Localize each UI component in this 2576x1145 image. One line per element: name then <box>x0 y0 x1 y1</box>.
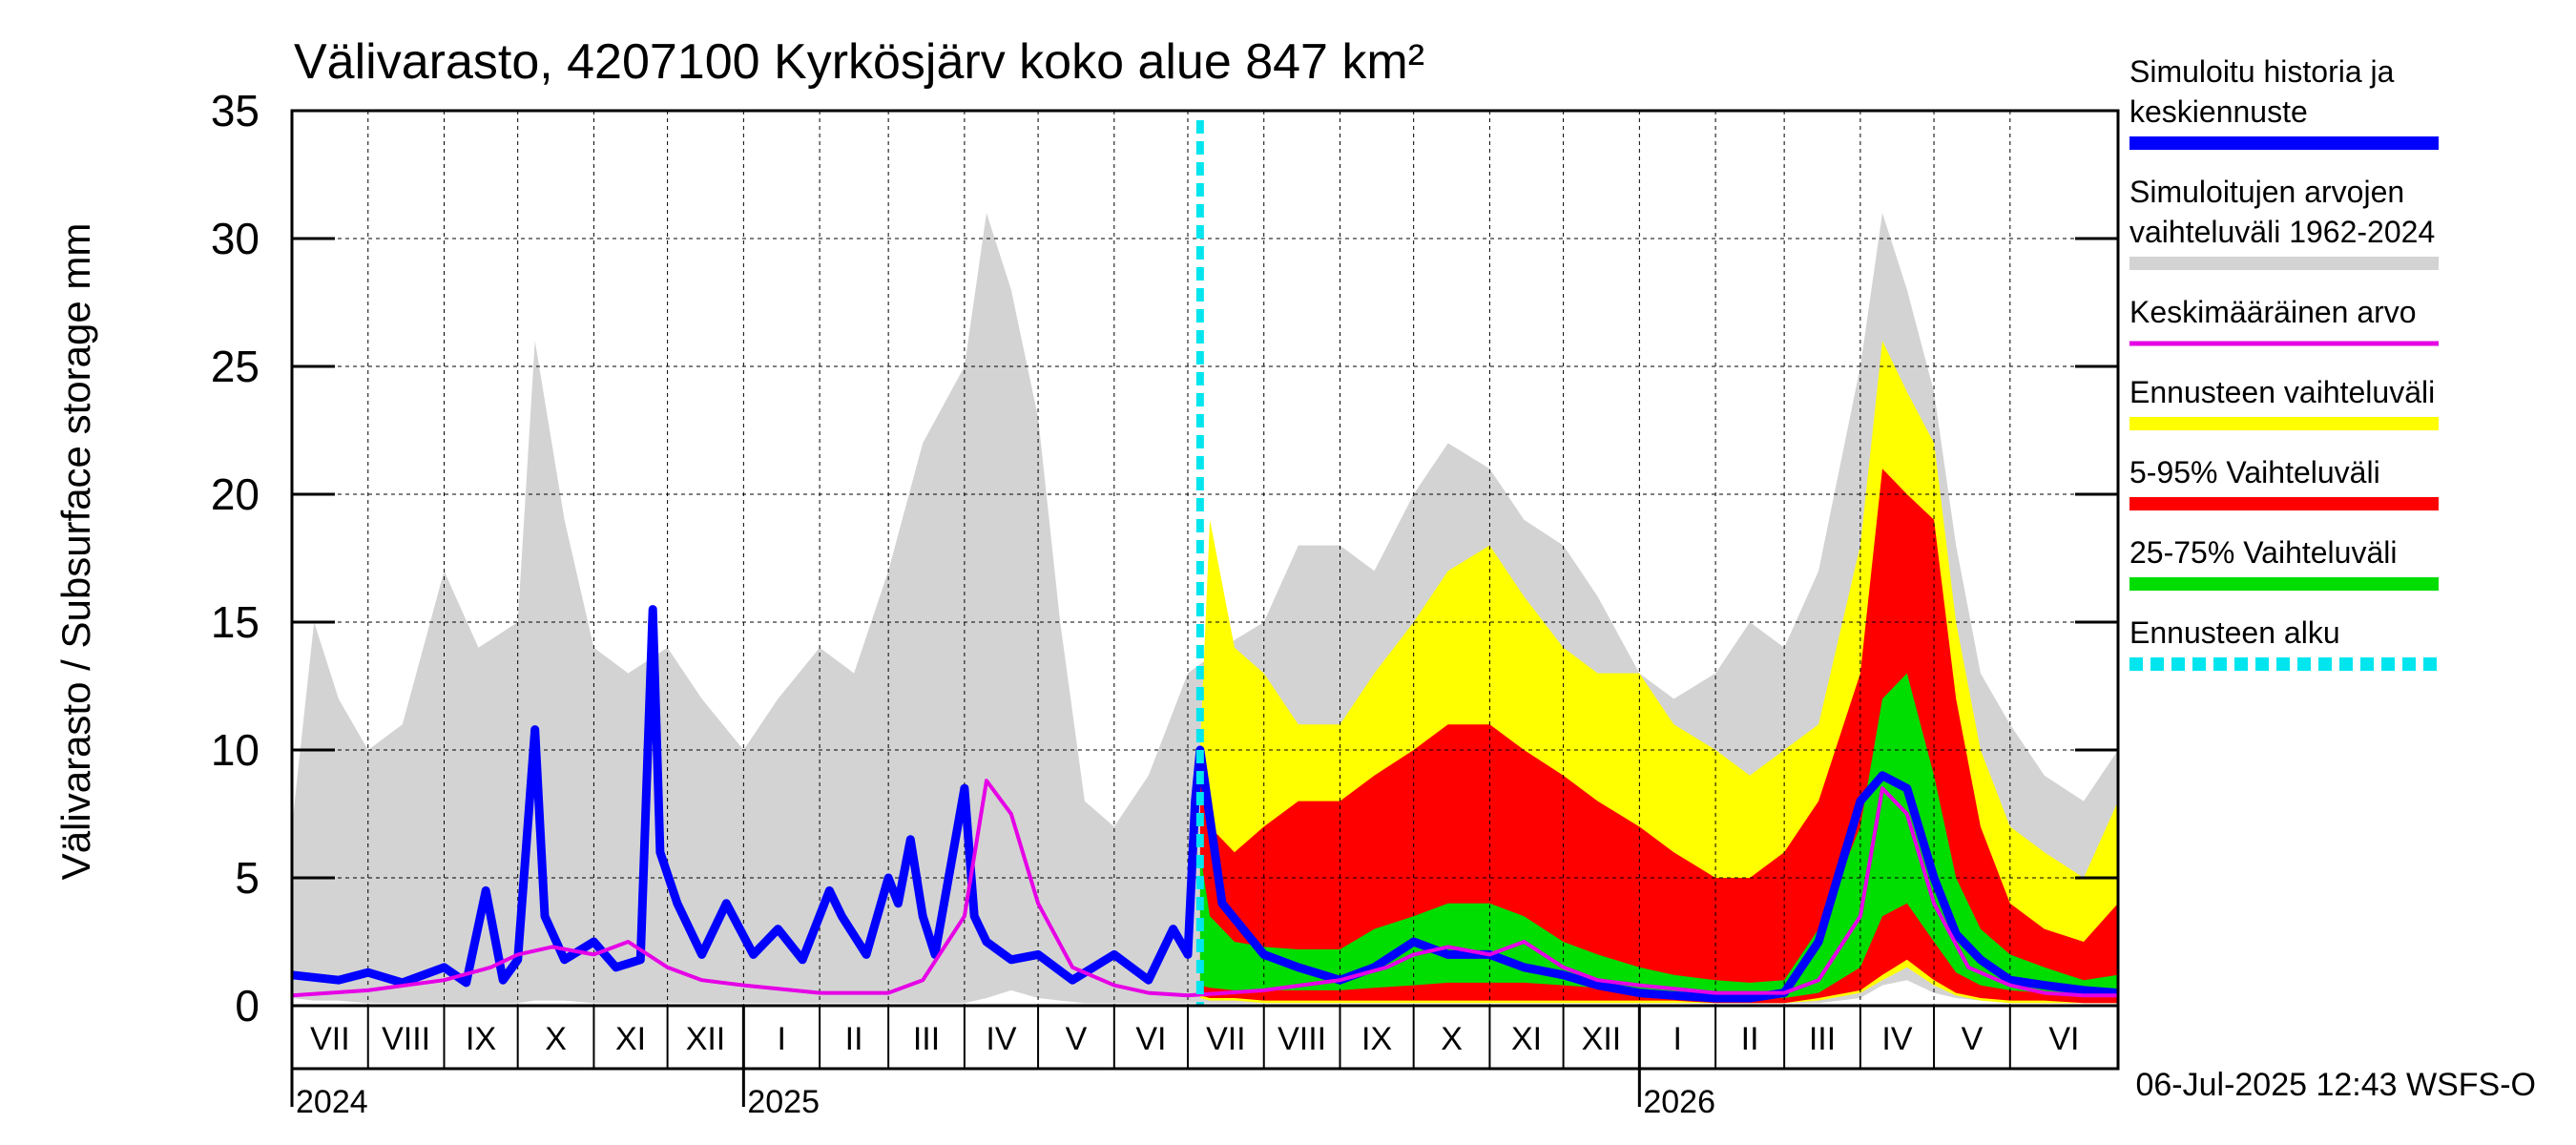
month-label: I <box>778 1021 786 1057</box>
legend-item-simuloitujen-arvojen-vaihteluv-li-1962-2024: Simuloitujen arvojen vaihteluväli 1962-20… <box>2129 175 2439 270</box>
month-label: IX <box>1361 1021 1392 1057</box>
month-label: III <box>913 1021 940 1057</box>
plot-frame <box>290 109 2120 1071</box>
month-label: X <box>1441 1021 1463 1057</box>
y-tick-label: 20 <box>211 469 260 519</box>
legend-label: Ennusteen alku <box>2129 615 2340 650</box>
legend-item-simuloitu-historia-ja-keskiennuste: Simuloitu historia ja keskiennuste <box>2129 54 2439 150</box>
month-label: VII <box>310 1021 350 1057</box>
month-label: VI <box>1135 1021 1166 1057</box>
month-label: IX <box>466 1021 496 1057</box>
legend-item-ennusteen-vaihteluv-li: Ennusteen vaihteluväli <box>2129 375 2439 430</box>
month-label: IV <box>986 1021 1016 1057</box>
timestamp-footer: 06-Jul-2025 12:43 WSFS-O <box>2135 1067 2536 1103</box>
legend-label: Ennusteen vaihteluväli <box>2129 375 2435 409</box>
y-tick-label: 15 <box>211 597 260 647</box>
legend-item-keskim-r-inen-arvo: Keskimääräinen arvo <box>2129 295 2439 346</box>
band-25-75-vaihteluv-li <box>1199 673 2118 998</box>
month-label: I <box>1672 1021 1681 1057</box>
y-axis: 0 5 10 15 20 25 30 35 <box>211 86 2118 1030</box>
legend-item-25-75-vaihteluv-li: 25-75% Vaihteluväli <box>2129 535 2439 591</box>
y-axis-label: Välivarasto / Subsurface storage mm <box>53 223 98 881</box>
legend-label: Keskimääräinen arvo <box>2129 295 2417 329</box>
legend: Simuloitu historia ja keskiennuste Simuloi… <box>2129 54 2439 671</box>
y-tick-label: 0 <box>235 981 260 1030</box>
band-layer <box>292 213 2118 1004</box>
month-label: VI <box>2048 1021 2079 1057</box>
month-label: II <box>845 1021 863 1057</box>
y-tick-label: 35 <box>211 86 260 135</box>
month-label: VIII <box>382 1021 430 1057</box>
legend-label: 5-95% Vaihteluväli <box>2129 455 2380 489</box>
legend-label: 25-75% Vaihteluväli <box>2129 535 2397 570</box>
month-label: IV <box>1881 1021 1912 1057</box>
line-keskim-r-inen-arvo <box>291 779 2118 998</box>
legend-label: Simuloitujen arvojen vaihteluväli 1962-20… <box>2129 175 2435 249</box>
line-layer <box>291 120 2119 1006</box>
legend-label: Simuloitu historia ja keskiennuste <box>2129 54 2395 129</box>
month-label: V <box>1066 1021 1088 1057</box>
chart-title: Välivarasto, 4207100 Kyrkösjärv koko alu… <box>294 34 1424 90</box>
y-tick-label: 25 <box>211 342 260 391</box>
month-label: XII <box>1582 1021 1622 1057</box>
month-label: XII <box>686 1021 726 1057</box>
month-label: III <box>1809 1021 1836 1057</box>
year-label: 2025 <box>747 1084 820 1120</box>
plot-border <box>290 109 2120 1071</box>
month-label: II <box>1741 1021 1759 1057</box>
month-label: XI <box>615 1021 646 1057</box>
y-tick-label: 5 <box>235 853 260 903</box>
month-label: VIII <box>1278 1021 1326 1057</box>
y-tick-label: 30 <box>211 214 260 263</box>
month-label: XI <box>1511 1021 1542 1057</box>
grid-layer <box>292 111 2118 1006</box>
month-label: V <box>1962 1021 1984 1057</box>
year-label: 2024 <box>296 1084 368 1120</box>
year-label: 2026 <box>1643 1084 1715 1120</box>
legend-item-5-95-vaihteluv-li: 5-95% Vaihteluväli <box>2129 455 2439 510</box>
y-tick-label: 10 <box>211 725 260 775</box>
legend-item-ennusteen-alku: Ennusteen alku <box>2129 615 2439 671</box>
month-label: X <box>545 1021 567 1057</box>
month-label: VII <box>1206 1021 1246 1057</box>
x-axis: VII VIII IX X XI XII I II III IV V VI VII VIII IX X XI XI… <box>290 1006 2079 1120</box>
